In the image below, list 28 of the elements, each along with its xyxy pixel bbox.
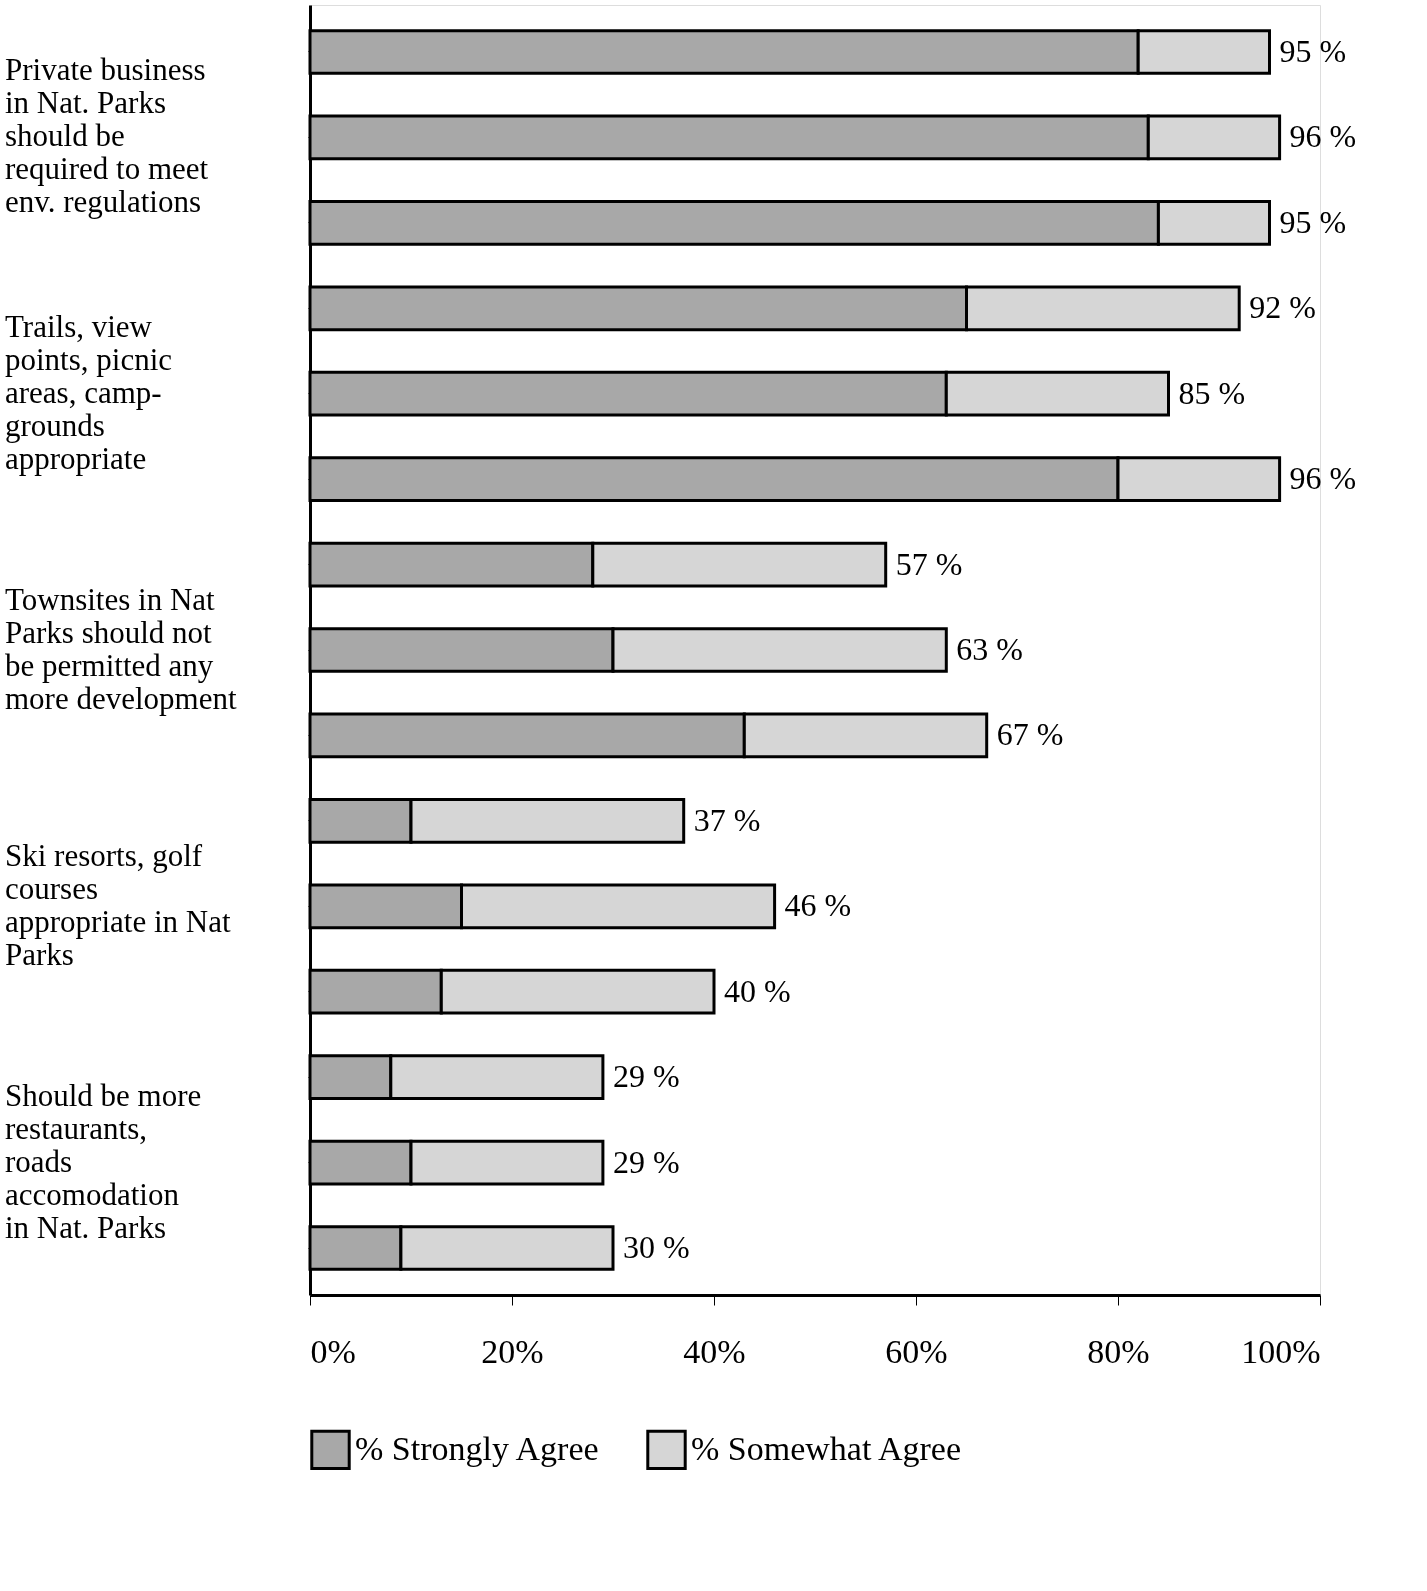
total-label: 96 %: [1289, 118, 1357, 155]
x-tick-label: 20%: [481, 1332, 544, 1370]
y-tick-label: Should be more restaurants, roads accomodation in Nat. Parks: [5, 1077, 202, 1245]
x-tick-label: 100%: [1241, 1332, 1321, 1370]
total-label: 30 %: [623, 1229, 690, 1266]
x-tick-label: 80%: [1087, 1332, 1150, 1370]
total-label: 29 %: [612, 1143, 680, 1180]
y-tick-label: Private business in Nat. Parks should be required to meet env. regulations: [5, 52, 209, 220]
total-label: 46 %: [784, 887, 852, 924]
y-tick-label: Townsites in Nat Parks should not be permitted any more development: [5, 581, 237, 716]
total-label: 85 %: [1178, 374, 1246, 411]
legend-label: % Strongly Agree: [355, 1429, 599, 1467]
total-label: 63 %: [956, 631, 1023, 667]
x-tick-label: 40%: [683, 1332, 746, 1370]
total-label: 40 %: [724, 972, 791, 1009]
total-label: 96 %: [1289, 460, 1357, 497]
legend-label: % Somewhat Agree: [691, 1429, 962, 1467]
total-label: 92 %: [1249, 289, 1316, 326]
total-label: 95 %: [1279, 32, 1347, 69]
y-tick-label: Ski resorts, golf courses appropriate in Nat Parks: [5, 837, 231, 972]
total-label: 95 %: [1279, 203, 1347, 240]
y-tick-label: Trails, view points, picnic areas, camp- grounds appropriate: [5, 308, 173, 476]
total-label: 29 %: [612, 1058, 680, 1095]
x-tick-label: 0%: [310, 1332, 356, 1370]
x-tick-label: 60%: [885, 1332, 948, 1370]
total-label: 67 %: [996, 716, 1064, 753]
total-label: 57 %: [895, 545, 963, 582]
total-label: 37 %: [693, 801, 761, 838]
